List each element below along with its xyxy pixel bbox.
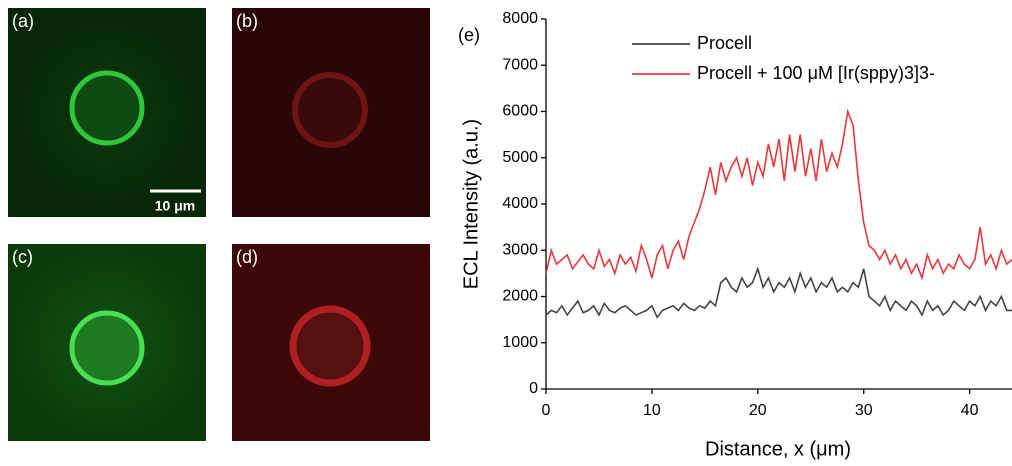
panel-b: (b)	[232, 8, 430, 217]
legend-label: Procell	[697, 33, 752, 53]
y-tick-label: 0	[529, 380, 538, 397]
x-tick-label: 20	[749, 402, 767, 419]
y-tick-label: 7000	[502, 56, 538, 73]
panel-label: (c)	[12, 247, 33, 267]
panel-label: (b)	[236, 11, 258, 31]
y-tick-label: 3000	[502, 241, 538, 258]
x-axis-label: Distance, x (μm)	[705, 438, 851, 460]
scale-bar-label: 10 μm	[155, 198, 195, 214]
y-axis-label: ECL Intensity (a.u.)	[460, 119, 482, 289]
y-tick-label: 4000	[502, 195, 538, 212]
panel-label: (d)	[236, 247, 258, 267]
panel-c: (c)	[8, 244, 206, 441]
panel-label: (a)	[12, 11, 34, 31]
y-tick-label: 5000	[502, 149, 538, 166]
panel-d: (d)	[232, 244, 430, 441]
panel-label: (e)	[458, 25, 480, 45]
x-tick-label: 0	[542, 402, 551, 419]
x-tick-label: 30	[855, 402, 873, 419]
x-tick-label: 40	[961, 402, 979, 419]
panel-a: 10 μm (a)	[8, 8, 206, 217]
legend-label: Procell + 100 μM [Ir(sppy)3]3-	[697, 63, 935, 83]
y-tick-label: 1000	[502, 334, 538, 351]
y-tick-label: 8000	[502, 10, 538, 27]
y-tick-label: 6000	[502, 103, 538, 120]
series-line	[545, 108, 1012, 281]
x-tick-label: 10	[643, 402, 661, 419]
y-tick-label: 2000	[502, 288, 538, 305]
series-line	[545, 266, 1012, 319]
